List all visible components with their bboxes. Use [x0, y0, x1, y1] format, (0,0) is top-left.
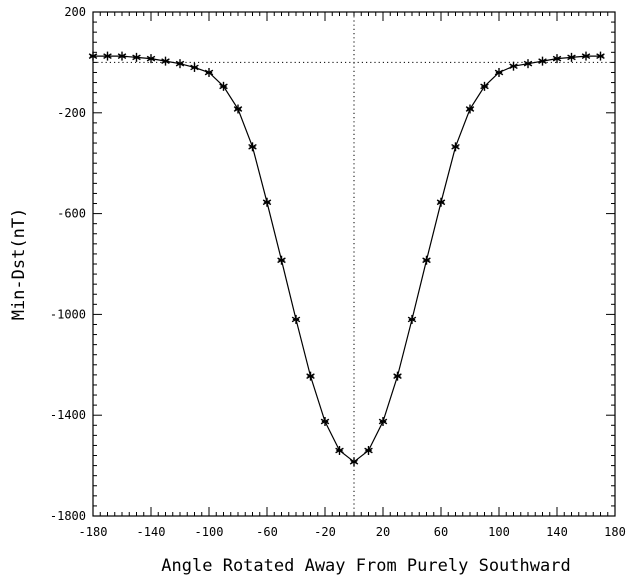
- data-point: [161, 56, 170, 66]
- data-point: [219, 81, 228, 91]
- y-tick-label: -1400: [50, 408, 86, 422]
- y-tick-label: -1800: [50, 509, 86, 523]
- data-point: [596, 51, 605, 61]
- data-point: [422, 255, 431, 265]
- data-point: [523, 59, 533, 69]
- y-tick-label: -200: [57, 106, 86, 120]
- x-tick-label: 140: [546, 525, 568, 539]
- data-point: [552, 54, 562, 64]
- data-point: [567, 52, 576, 62]
- x-tick-label: 20: [376, 525, 390, 539]
- data-point: [190, 62, 199, 72]
- data-point: [262, 197, 272, 207]
- y-tick-labels: 200 -200 -600 -1000 -1400 -1800: [50, 5, 86, 523]
- y-tick-label: 200: [64, 5, 86, 19]
- data-point: [465, 104, 475, 114]
- y-tick-label: -600: [57, 207, 86, 221]
- data-point: [451, 142, 460, 152]
- axis-ticks: [92, 11, 616, 517]
- x-tick-label: 100: [488, 525, 510, 539]
- data-point: [291, 314, 301, 324]
- data-point: [393, 371, 402, 381]
- data-point: [233, 104, 243, 114]
- data-point: [509, 61, 518, 71]
- data-point: [480, 81, 489, 91]
- data-point: [146, 54, 156, 64]
- data-point: [306, 371, 315, 381]
- x-axis-label: Angle Rotated Away From Purely Southward: [161, 556, 570, 576]
- x-tick-label: 180: [604, 525, 626, 539]
- x-tick-label: -20: [314, 525, 336, 539]
- x-tick-label: -100: [195, 525, 224, 539]
- plot-marks: [88, 12, 615, 516]
- x-tick-label: -140: [137, 525, 166, 539]
- data-point: [364, 445, 373, 455]
- data-point: [248, 142, 257, 152]
- x-tick-label: 60: [434, 525, 448, 539]
- x-tick-labels: -180 -140 -100 -60 -20 20 60 100 140 180: [79, 525, 626, 539]
- x-tick-label: -180: [79, 525, 108, 539]
- data-point: [320, 417, 330, 426]
- data-point: [132, 52, 141, 62]
- data-point: [407, 314, 417, 324]
- data-point: [277, 255, 286, 265]
- data-point: [378, 417, 388, 426]
- data-point: [436, 197, 446, 207]
- data-point: [204, 67, 214, 77]
- data-point: [349, 457, 359, 467]
- y-tick-label: -1000: [50, 307, 86, 321]
- x-tick-label: -60: [256, 525, 278, 539]
- data-point: [335, 445, 344, 455]
- data-point: [581, 51, 591, 61]
- data-point: [103, 51, 112, 61]
- data-point: [538, 56, 547, 66]
- series-line: [93, 55, 601, 463]
- data-point: [494, 67, 504, 77]
- data-point: [175, 59, 185, 69]
- y-axis-label: Min-Dst(nT): [9, 208, 29, 321]
- data-point: [117, 51, 127, 61]
